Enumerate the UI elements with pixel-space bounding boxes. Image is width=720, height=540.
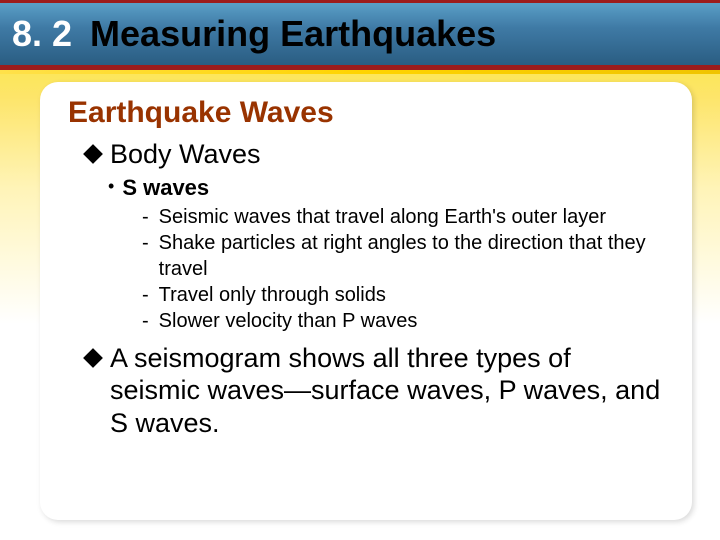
- bullet-list: Body Waves • S waves - Seismic waves tha…: [68, 138, 664, 439]
- diamond-icon: [83, 348, 103, 368]
- bullet-l3-text: Shake particles at right angles to the d…: [159, 230, 664, 282]
- content-card: Earthquake Waves Body Waves • S waves - …: [40, 82, 692, 520]
- slide-header: 8. 2 Measuring Earthquakes: [0, 0, 720, 70]
- bullet-l2-text: S waves: [122, 174, 209, 202]
- bullet-l1-text: A seismogram shows all three types of se…: [110, 342, 664, 439]
- bullet-l3-text: Seismic waves that travel along Earth's …: [159, 204, 606, 230]
- bullet-l2: • S waves: [108, 174, 664, 202]
- diamond-icon: [83, 144, 103, 164]
- bullet-l1: Body Waves: [86, 138, 664, 170]
- bullet-l3: - Travel only through solids: [142, 282, 664, 308]
- section-number: 8. 2: [12, 13, 72, 55]
- dash-icon: -: [142, 204, 149, 230]
- subtitle: Earthquake Waves: [68, 96, 664, 130]
- bullet-l1: A seismogram shows all three types of se…: [86, 342, 664, 439]
- bullet-l3: - Shake particles at right angles to the…: [142, 230, 664, 282]
- bullet-l1-text: Body Waves: [110, 138, 261, 170]
- bullet-l3: - Seismic waves that travel along Earth'…: [142, 204, 664, 230]
- dash-icon: -: [142, 308, 149, 334]
- dash-icon: -: [142, 282, 149, 308]
- dot-icon: •: [108, 177, 114, 195]
- bullet-l3: - Slower velocity than P waves: [142, 308, 664, 334]
- dash-icon: -: [142, 230, 149, 256]
- slide-title: Measuring Earthquakes: [90, 13, 496, 55]
- bullet-l3-text: Travel only through solids: [159, 282, 386, 308]
- bullet-l3-text: Slower velocity than P waves: [159, 308, 418, 334]
